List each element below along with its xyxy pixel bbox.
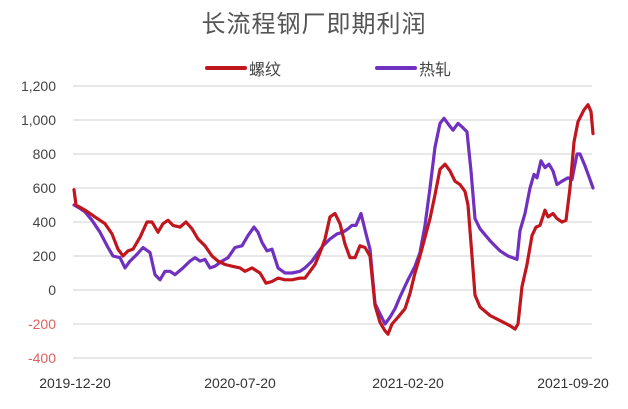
y-tick-label: -400	[27, 350, 56, 366]
y-tick-label: 800	[32, 146, 56, 162]
y-tick-label: 600	[32, 180, 56, 196]
x-tick-label: 2021-02-20	[372, 375, 444, 391]
legend-item-rebar: 螺纹	[205, 56, 281, 80]
x-tick-label: 2019-12-20	[39, 375, 111, 391]
legend-swatch-hot-rolled-icon	[375, 66, 417, 70]
legend-item-hot-rolled: 热轧	[375, 56, 451, 80]
series-line-hot-rolled	[72, 116, 595, 326]
legend-label-rebar: 螺纹	[249, 60, 282, 79]
chart-title: 长流程钢厂即期利润	[201, 10, 427, 38]
y-tick-label: -200	[27, 316, 56, 332]
y-tick-label: 400	[32, 214, 56, 230]
y-tick-label: 0	[48, 282, 56, 298]
series-line-rebar	[72, 103, 595, 336]
y-tick-label: 1,200	[20, 78, 56, 94]
y-tick-label: 200	[32, 248, 56, 264]
legend: 螺纹 热轧	[0, 56, 628, 80]
y-axis: 1,200 1,000 800 600 400 200 0 -200 -400	[0, 0, 56, 409]
legend-swatch-rebar-icon	[205, 66, 247, 70]
x-tick-label: 2020-07-20	[204, 375, 276, 391]
x-tick-label: 2021-09-20	[537, 375, 609, 391]
y-tick-label: 1,000	[20, 112, 56, 128]
legend-label-hot-rolled: 热轧	[419, 60, 452, 79]
series-lines	[72, 103, 595, 336]
